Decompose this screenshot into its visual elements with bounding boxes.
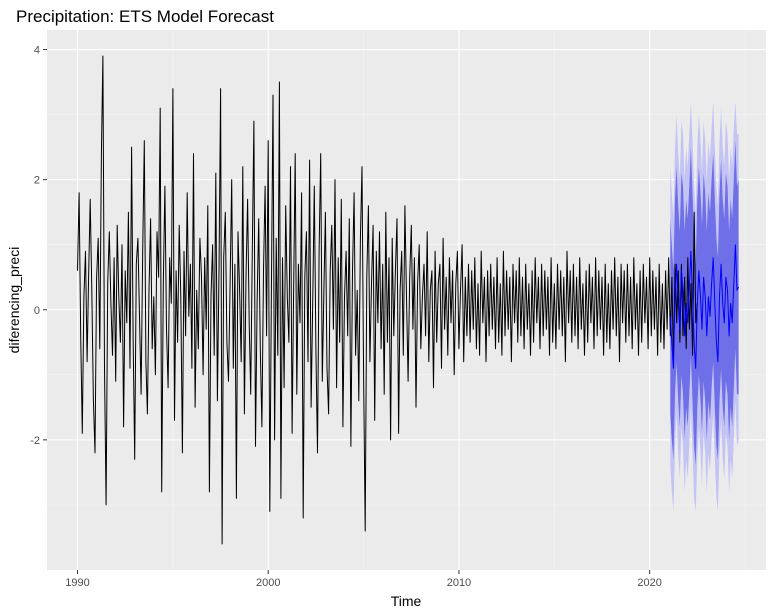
- y-tick-label: 4: [34, 45, 40, 57]
- y-axis-title: diferencing_preci: [6, 247, 22, 354]
- y-tick-label: 2: [34, 175, 40, 187]
- x-tick-label: 2000: [256, 577, 280, 589]
- x-tick-label: 1990: [65, 577, 89, 589]
- series-lines: [77, 55, 740, 545]
- axis-ticks: [43, 49, 651, 574]
- x-axis-title: Time: [391, 593, 422, 609]
- major-gridlines: [47, 30, 766, 570]
- chart-title: Precipitation: ETS Model Forecast: [16, 7, 274, 26]
- x-tick-label: 2020: [637, 577, 661, 589]
- forecast-line: [669, 244, 740, 369]
- y-tick-label: 0: [34, 305, 40, 317]
- series-line: [77, 55, 698, 545]
- y-tick-label: -2: [30, 435, 40, 447]
- x-tick-label: 2010: [447, 577, 471, 589]
- forecast-bands: [670, 101, 739, 512]
- axis-tick-labels: 1990 2000 2010 2020 -2 0 2 4: [30, 45, 662, 589]
- forecast-band-80: [670, 140, 739, 466]
